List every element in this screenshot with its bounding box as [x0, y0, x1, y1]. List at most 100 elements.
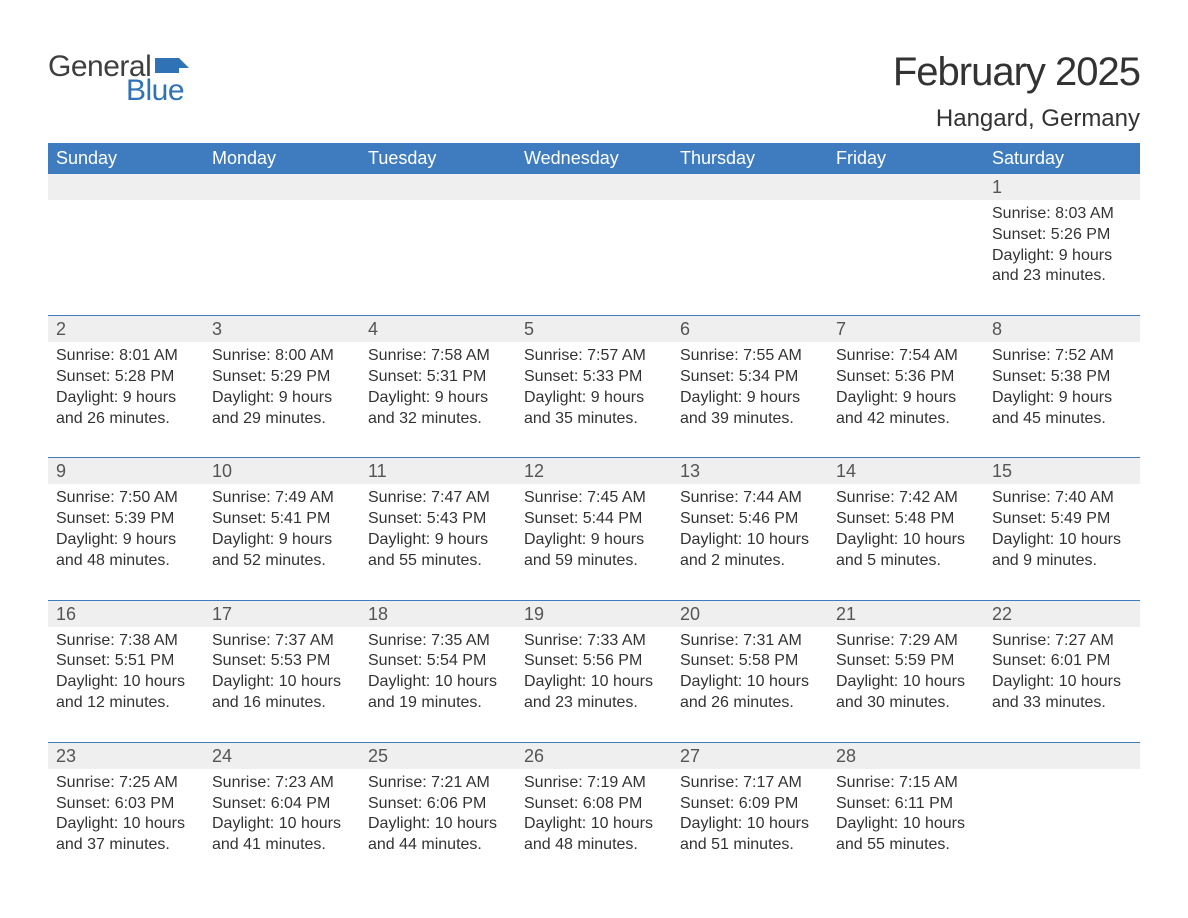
day-number-cell: 12 [516, 458, 672, 485]
day-number-cell: 6 [672, 316, 828, 343]
sunrise-line: Sunrise: 8:00 AM [212, 346, 352, 367]
daylight-line-1: Daylight: 10 hours [680, 672, 820, 693]
daylight-line-1: Daylight: 10 hours [680, 814, 820, 835]
sunrise-line: Sunrise: 7:29 AM [836, 631, 976, 652]
daylight-line-1: Daylight: 9 hours [836, 388, 976, 409]
daylight-line-1: Daylight: 10 hours [212, 672, 352, 693]
day-number-cell [984, 742, 1140, 769]
daylight-line-2: and 19 minutes. [368, 693, 508, 714]
sunset-line: Sunset: 5:31 PM [368, 367, 508, 388]
day-number-cell: 11 [360, 458, 516, 485]
day-detail-cell: Sunrise: 7:31 AMSunset: 5:58 PMDaylight:… [672, 627, 828, 743]
day-detail-cell: Sunrise: 8:03 AMSunset: 5:26 PMDaylight:… [984, 200, 1140, 316]
daylight-line-1: Daylight: 9 hours [368, 388, 508, 409]
sunset-line: Sunset: 5:56 PM [524, 651, 664, 672]
daylight-line-1: Daylight: 9 hours [56, 388, 196, 409]
sunset-line: Sunset: 5:54 PM [368, 651, 508, 672]
day-number-cell: 27 [672, 742, 828, 769]
logo: General Blue [48, 50, 189, 108]
sunrise-line: Sunrise: 7:17 AM [680, 773, 820, 794]
sunrise-line: Sunrise: 7:21 AM [368, 773, 508, 794]
day-detail-cell: Sunrise: 7:55 AMSunset: 5:34 PMDaylight:… [672, 342, 828, 458]
day-detail-cell: Sunrise: 7:25 AMSunset: 6:03 PMDaylight:… [48, 769, 204, 864]
day-number-cell: 3 [204, 316, 360, 343]
detail-row: Sunrise: 7:38 AMSunset: 5:51 PMDaylight:… [48, 627, 1140, 743]
day-detail-cell: Sunrise: 7:19 AMSunset: 6:08 PMDaylight:… [516, 769, 672, 864]
daylight-line-2: and 23 minutes. [992, 266, 1132, 287]
day-number-cell: 9 [48, 458, 204, 485]
daylight-line-2: and 48 minutes. [56, 551, 196, 572]
daylight-line-1: Daylight: 9 hours [212, 388, 352, 409]
daylight-line-1: Daylight: 9 hours [524, 530, 664, 551]
daylight-line-1: Daylight: 9 hours [56, 530, 196, 551]
sunrise-line: Sunrise: 7:23 AM [212, 773, 352, 794]
sunset-line: Sunset: 5:28 PM [56, 367, 196, 388]
daylight-line-1: Daylight: 9 hours [368, 530, 508, 551]
day-detail-cell: Sunrise: 7:29 AMSunset: 5:59 PMDaylight:… [828, 627, 984, 743]
detail-row: Sunrise: 8:03 AMSunset: 5:26 PMDaylight:… [48, 200, 1140, 316]
day-number-cell [828, 174, 984, 200]
daylight-line-2: and 52 minutes. [212, 551, 352, 572]
day-number-cell [48, 174, 204, 200]
day-detail-cell [828, 200, 984, 316]
day-detail-cell [984, 769, 1140, 864]
sunrise-line: Sunrise: 7:50 AM [56, 488, 196, 509]
daynum-row: 1 [48, 174, 1140, 200]
sunset-line: Sunset: 6:04 PM [212, 794, 352, 815]
sunset-line: Sunset: 5:58 PM [680, 651, 820, 672]
sunset-line: Sunset: 5:34 PM [680, 367, 820, 388]
daylight-line-2: and 45 minutes. [992, 409, 1132, 430]
day-number-cell: 4 [360, 316, 516, 343]
daylight-line-2: and 16 minutes. [212, 693, 352, 714]
day-detail-cell [360, 200, 516, 316]
sunrise-line: Sunrise: 7:58 AM [368, 346, 508, 367]
daylight-line-2: and 39 minutes. [680, 409, 820, 430]
day-detail-cell: Sunrise: 7:17 AMSunset: 6:09 PMDaylight:… [672, 769, 828, 864]
day-number-cell: 28 [828, 742, 984, 769]
sunset-line: Sunset: 5:29 PM [212, 367, 352, 388]
daylight-line-2: and 9 minutes. [992, 551, 1132, 572]
location-label: Hangard, Germany [893, 105, 1140, 133]
daylight-line-1: Daylight: 10 hours [836, 814, 976, 835]
day-number-cell: 13 [672, 458, 828, 485]
sunrise-line: Sunrise: 7:38 AM [56, 631, 196, 652]
day-detail-cell: Sunrise: 7:58 AMSunset: 5:31 PMDaylight:… [360, 342, 516, 458]
daylight-line-1: Daylight: 10 hours [524, 672, 664, 693]
day-detail-cell: Sunrise: 7:52 AMSunset: 5:38 PMDaylight:… [984, 342, 1140, 458]
daylight-line-2: and 2 minutes. [680, 551, 820, 572]
sunset-line: Sunset: 6:03 PM [56, 794, 196, 815]
day-number-cell: 25 [360, 742, 516, 769]
daylight-line-1: Daylight: 10 hours [56, 672, 196, 693]
detail-row: Sunrise: 7:50 AMSunset: 5:39 PMDaylight:… [48, 484, 1140, 600]
logo-word-2: Blue [126, 74, 184, 108]
day-number-cell: 16 [48, 600, 204, 627]
sunset-line: Sunset: 5:39 PM [56, 509, 196, 530]
day-number-cell: 20 [672, 600, 828, 627]
sunset-line: Sunset: 5:36 PM [836, 367, 976, 388]
daylight-line-2: and 37 minutes. [56, 835, 196, 856]
sunset-line: Sunset: 5:38 PM [992, 367, 1132, 388]
sunset-line: Sunset: 5:44 PM [524, 509, 664, 530]
col-thursday: Thursday [672, 143, 828, 174]
sunrise-line: Sunrise: 7:52 AM [992, 346, 1132, 367]
daylight-line-2: and 26 minutes. [56, 409, 196, 430]
day-number-cell: 18 [360, 600, 516, 627]
day-detail-cell: Sunrise: 7:42 AMSunset: 5:48 PMDaylight:… [828, 484, 984, 600]
col-monday: Monday [204, 143, 360, 174]
day-detail-cell: Sunrise: 7:21 AMSunset: 6:06 PMDaylight:… [360, 769, 516, 864]
sunrise-line: Sunrise: 7:35 AM [368, 631, 508, 652]
day-detail-cell: Sunrise: 7:44 AMSunset: 5:46 PMDaylight:… [672, 484, 828, 600]
day-number-cell: 21 [828, 600, 984, 627]
calendar-table: Sunday Monday Tuesday Wednesday Thursday… [48, 143, 1140, 864]
sunset-line: Sunset: 5:26 PM [992, 225, 1132, 246]
daylight-line-2: and 35 minutes. [524, 409, 664, 430]
day-detail-cell: Sunrise: 7:45 AMSunset: 5:44 PMDaylight:… [516, 484, 672, 600]
sunrise-line: Sunrise: 7:42 AM [836, 488, 976, 509]
day-detail-cell: Sunrise: 7:38 AMSunset: 5:51 PMDaylight:… [48, 627, 204, 743]
daylight-line-1: Daylight: 9 hours [680, 388, 820, 409]
sunset-line: Sunset: 6:01 PM [992, 651, 1132, 672]
day-number-cell: 19 [516, 600, 672, 627]
daylight-line-1: Daylight: 9 hours [992, 388, 1132, 409]
daynum-row: 2345678 [48, 316, 1140, 343]
day-detail-cell: Sunrise: 7:47 AMSunset: 5:43 PMDaylight:… [360, 484, 516, 600]
